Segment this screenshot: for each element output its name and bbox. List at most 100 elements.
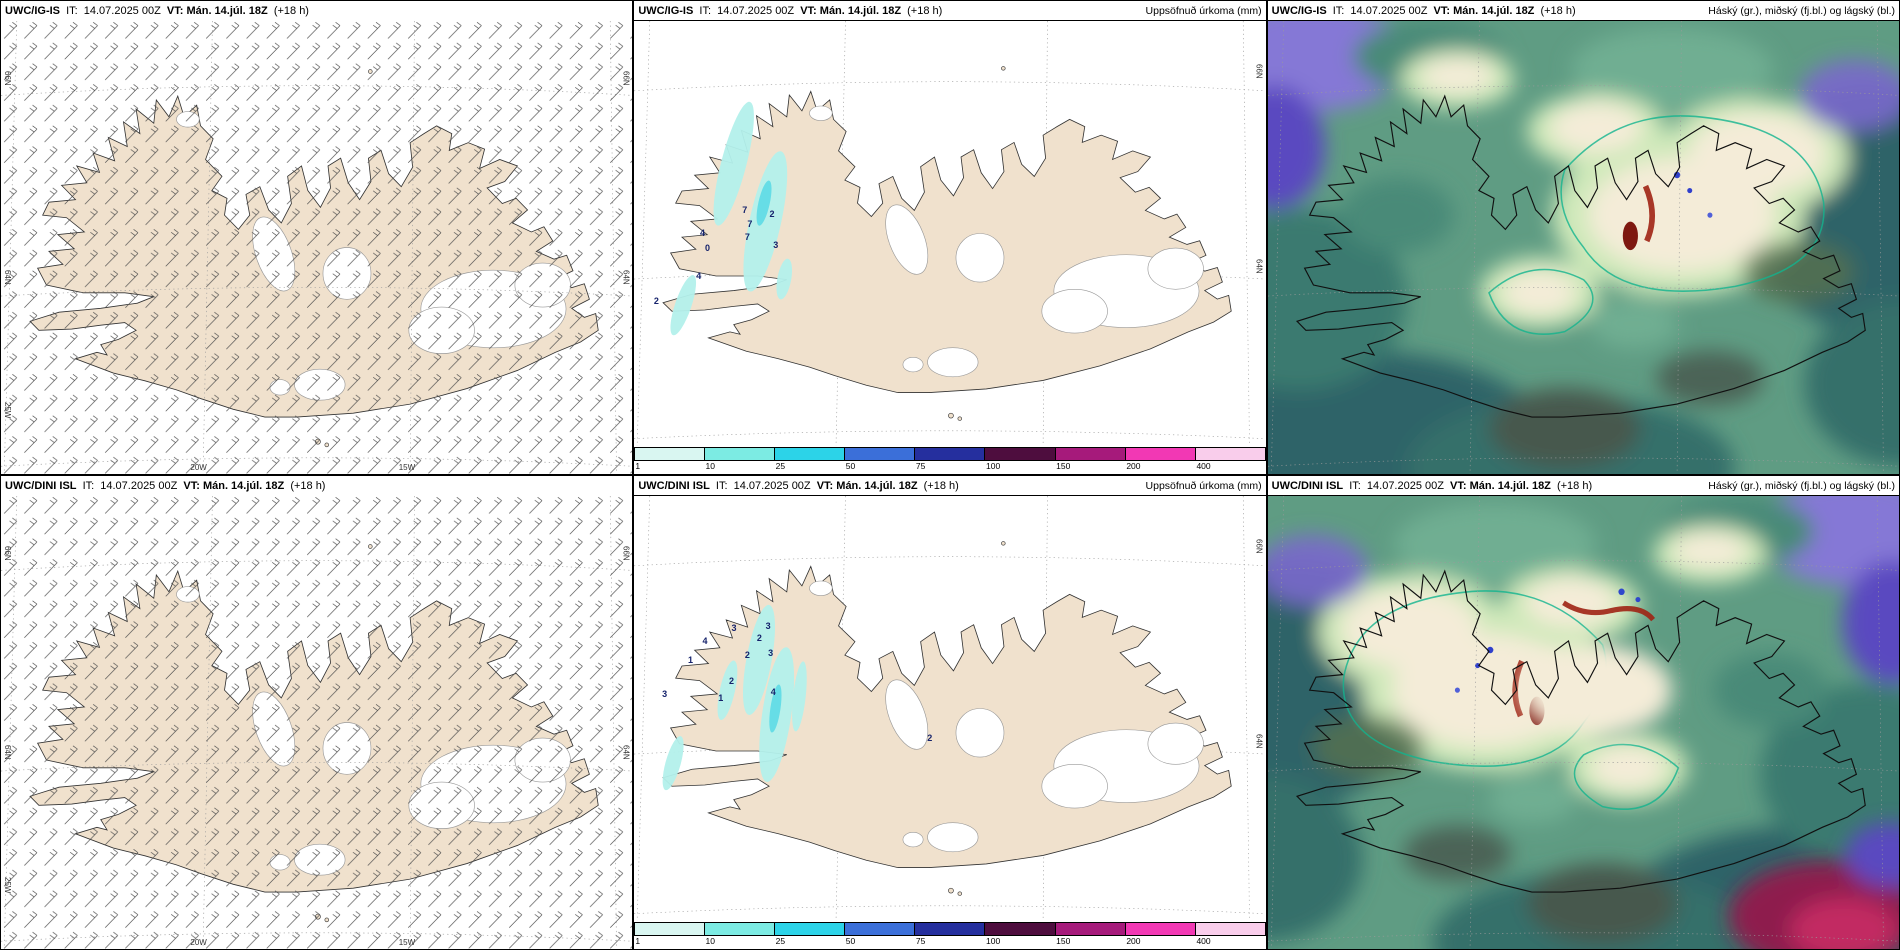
precip-value: 2 (744, 650, 750, 661)
lat-label: 64N (621, 270, 631, 285)
model-name: UWC/IG-IS (1271, 4, 1327, 17)
valid-time: VT: Mán. 14.júl. 18Z (816, 479, 918, 492)
model-name: UWC/DINI ISL (5, 480, 77, 492)
colorbar-swatch (705, 448, 776, 460)
panel-header: UWC/IG-IS IT: 14.07.2025 00Z VT: Mán. 14… (634, 1, 1266, 21)
model-name: UWC/IG-IS (638, 4, 694, 17)
lat-label: 64N (1254, 734, 1264, 749)
lat-label: 64N (1254, 259, 1264, 274)
precip-value: 4 (770, 686, 776, 697)
colorbar-swatches (634, 447, 1266, 461)
precip-map: 4 7 7 7 2 3 0 4 2 66N 64N (634, 21, 1266, 446)
precip-value: 3 (662, 688, 668, 699)
colorbar-label: 150 (1056, 461, 1071, 471)
panel-clouds-uwc-ig-is: UWC/IG-IS IT: 14.07.2025 00Z VT: Mán. 14… (1266, 0, 1900, 475)
colorbar-swatch (1195, 923, 1265, 935)
colorbar-label: 75 (915, 461, 926, 471)
precip-value: 0 (705, 242, 711, 253)
init-label: IT: (66, 5, 78, 17)
precip-value: 2 (729, 675, 735, 686)
precip-value: 2 (756, 633, 762, 644)
panel-header: UWC/DINI ISL IT: 14.07.2025 00Z VT: Mán.… (1, 476, 633, 496)
precip-value: 1 (718, 692, 724, 703)
cloud-field (1268, 21, 1899, 474)
precip-value: 3 (773, 240, 779, 251)
wind-barb-field (1, 21, 633, 474)
colorbar-swatch (845, 448, 916, 460)
lat-label: 66N (1254, 538, 1264, 554)
field-label: Uppsöfnuð úrkoma (mm) (1145, 479, 1262, 492)
lon-label: 25W (3, 401, 12, 418)
colorbar-label: 75 (915, 936, 926, 946)
colorbar-labels: 1 10 25 50 75 100 150 200 400 (634, 461, 1265, 473)
colorbar-label: 25 (775, 936, 786, 946)
panel-title: UWC/DINI ISL IT: 14.07.2025 00Z VT: Mán.… (1272, 480, 1595, 492)
colorbar-swatch (1125, 448, 1196, 460)
colorbar-label: 100 (986, 461, 1001, 471)
colorbar-label: 10 (705, 461, 715, 471)
colorbar-swatch (635, 923, 706, 935)
colorbar-label: 100 (986, 936, 1001, 946)
init-time: 14.07.2025 00Z (717, 4, 795, 17)
init-time: 14.07.2025 00Z (1366, 479, 1444, 492)
precip-value: 3 (765, 620, 771, 631)
colorbar-label: 150 (1056, 936, 1071, 946)
wind-map-svg (1, 496, 633, 949)
wind-map-svg (1, 21, 633, 474)
colorbar-swatch (1055, 448, 1126, 460)
colorbar-swatch (705, 923, 776, 935)
colorbar-label: 1 (635, 461, 641, 471)
field-label: Uppsöfnuð úrkoma (mm) (1145, 4, 1262, 17)
panel-title: UWC/DINI ISL IT: 14.07.2025 00Z VT: Mán.… (638, 480, 961, 492)
valid-time: VT: Mán. 14.júl. 18Z (166, 5, 268, 17)
precip-value: 4 (702, 635, 708, 646)
colorbar-labels: 1 10 25 50 75 100 150 200 400 (634, 936, 1265, 948)
colorbar-label: 400 (1196, 461, 1211, 471)
colorbar-label: 200 (1126, 936, 1141, 946)
cloud-map-svg (1267, 21, 1899, 474)
panel-precip-uwc-dini-isl: UWC/DINI ISL IT: 14.07.2025 00Z VT: Mán.… (633, 475, 1267, 950)
colorbar-swatch (635, 448, 706, 460)
lat-label: 64N (621, 745, 631, 760)
cloud-map (1267, 21, 1899, 474)
lon-label: 20W (190, 463, 207, 472)
lat-label: 66N (621, 545, 631, 561)
model-name: UWC/DINI ISL (1271, 479, 1344, 492)
lat-label: 64N (3, 270, 12, 285)
colorbar-swatches (634, 922, 1266, 936)
init-time: 14.07.2025 00Z (1350, 4, 1428, 17)
panel-header: UWC/IG-IS IT: 14.07.2025 00Z VT: Mán. 14… (1, 1, 633, 21)
colorbar-label: 50 (845, 936, 856, 946)
valid-time: VT: Mán. 14.júl. 18Z (1433, 4, 1535, 17)
init-label: IT: (699, 4, 712, 17)
wind-map: 66N 64N 25W 66N 64N 20W 15W (1, 496, 633, 949)
lead-time: (+18 h) (290, 480, 326, 492)
init-time: 14.07.2025 00Z (100, 480, 178, 492)
precip-value: 1 (688, 654, 694, 665)
panel-wind-uwc-dini-isl: UWC/DINI ISL IT: 14.07.2025 00Z VT: Mán.… (0, 475, 634, 950)
colorbar-label: 400 (1196, 936, 1211, 946)
panel-title: UWC/IG-IS IT: 14.07.2025 00Z VT: Mán. 14… (1272, 5, 1579, 17)
init-label: IT: (1349, 479, 1361, 492)
panel-title: UWC/IG-IS IT: 14.07.2025 00Z VT: Mán. 14… (638, 5, 945, 17)
lon-label: 25W (3, 876, 12, 893)
panel-header: UWC/DINI ISL IT: 14.07.2025 00Z VT: Mán.… (1267, 476, 1899, 496)
lat-label: 66N (1254, 63, 1264, 79)
init-label: IT: (82, 480, 95, 492)
precip-value: 2 (927, 733, 933, 744)
panel-precip-uwc-ig-is: UWC/IG-IS IT: 14.07.2025 00Z VT: Mán. 14… (633, 0, 1267, 475)
precip-colorbar: 1 10 25 50 75 100 150 200 400 (634, 921, 1266, 949)
precip-value: 7 (747, 218, 753, 229)
valid-time: VT: Mán. 14.júl. 18Z (800, 4, 902, 17)
colorbar-swatch (1055, 923, 1126, 935)
precip-colorbar: 1 10 25 50 75 100 150 200 400 (634, 446, 1266, 474)
precip-value: 4 (699, 227, 706, 238)
panel-title: UWC/IG-IS IT: 14.07.2025 00Z VT: Mán. 14… (5, 5, 312, 17)
precip-values: 4 7 7 7 2 3 0 4 2 (634, 21, 1265, 446)
precip-value: 2 (769, 208, 775, 219)
precip-value: 7 (742, 205, 748, 216)
colorbar-swatch (915, 923, 986, 935)
lead-time: (+18 h) (923, 479, 959, 492)
wind-map: 66N 64N 25W 66N 64N 20W 15W (1, 21, 633, 474)
